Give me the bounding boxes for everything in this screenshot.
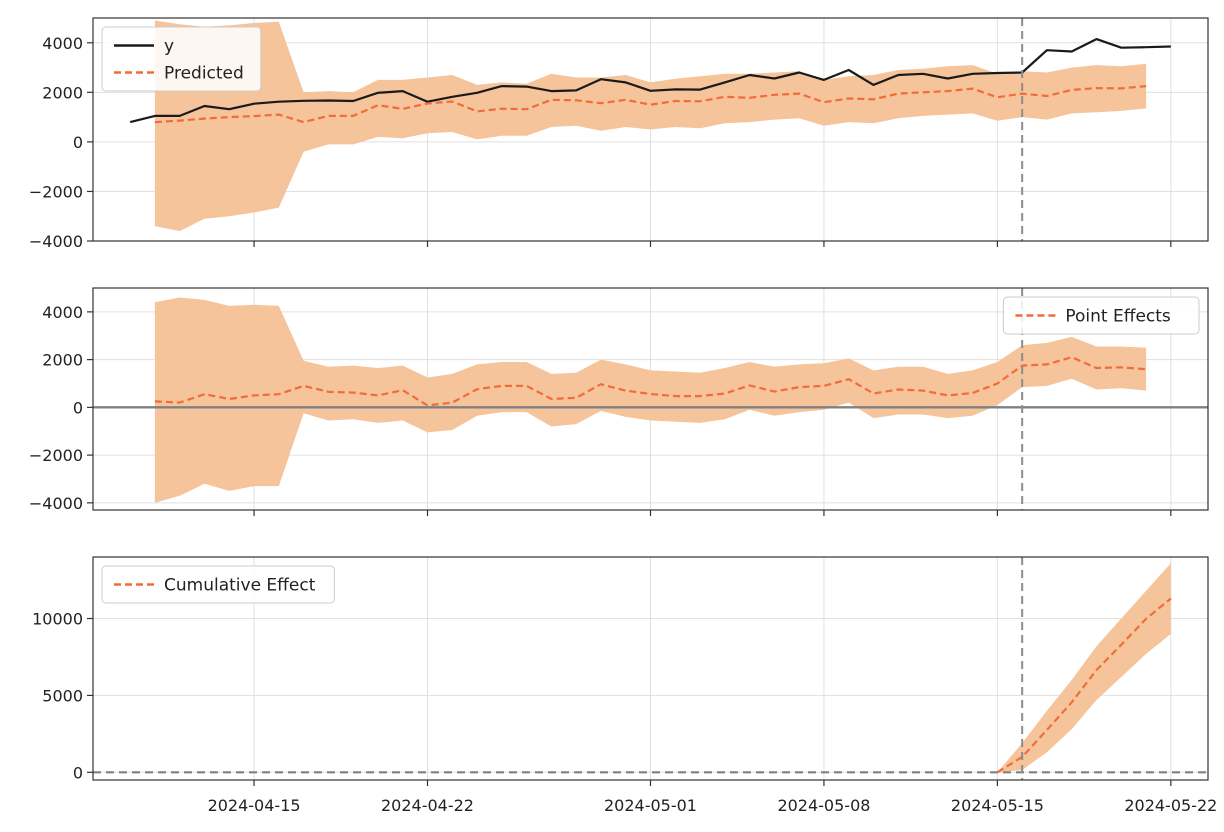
x-tick-label: 2024-05-08 <box>777 796 870 815</box>
series-line-y <box>129 38 1171 124</box>
observed-panel: 4000 2000 0 −2000 −4000 y Predicted <box>29 17 1209 251</box>
series-line-cumulative-effect <box>996 597 1172 774</box>
x-tick-label: 2024-05-01 <box>604 796 697 815</box>
confidence-band <box>154 20 1147 232</box>
x-tick-label: 2024-05-15 <box>951 796 1044 815</box>
y-tick-label: 10000 <box>32 610 83 629</box>
legend-label: Predicted <box>164 64 244 84</box>
y-tick-label: 2000 <box>42 83 83 102</box>
confidence-band <box>154 297 1147 503</box>
legend-label: y <box>164 37 174 57</box>
x-tick-label: 2024-04-22 <box>381 796 474 815</box>
y-tick-label: −4000 <box>29 494 83 513</box>
y-tick-label: 2000 <box>42 351 83 370</box>
series-line-predicted <box>154 85 1147 124</box>
y-tick-label: −4000 <box>29 232 83 251</box>
legend-box <box>101 26 262 92</box>
series-line-point-effects <box>154 356 1147 407</box>
legend: Cumulative Effect <box>101 565 335 604</box>
legend-box <box>101 565 335 604</box>
y-tick-label: 4000 <box>42 34 83 53</box>
y-tick-label: 5000 <box>42 686 83 705</box>
y-tick-label: 0 <box>73 763 83 782</box>
y-tick-label: 0 <box>73 398 83 417</box>
y-tick-label: 4000 <box>42 303 83 322</box>
x-tick-label: 2024-05-22 <box>1124 796 1217 815</box>
legend-label: Cumulative Effect <box>164 576 316 596</box>
y-tick-label: −2000 <box>29 182 83 201</box>
point-effects-panel: 4000 2000 0 −2000 −4000 Point Effects <box>29 287 1209 516</box>
legend-label: Point Effects <box>1065 307 1171 327</box>
legend-box <box>1002 296 1200 335</box>
x-axis-labels: 2024-04-15 2024-04-22 2024-05-01 2024-05-08… <box>208 796 1218 815</box>
legend: Point Effects <box>1002 296 1200 335</box>
y-tick-label: −2000 <box>29 446 83 465</box>
y-tick-label: 0 <box>73 133 83 152</box>
panels: 4000 2000 0 −2000 −4000 y Predicted 4000 2000 0 −2… <box>29 17 1209 786</box>
confidence-band <box>997 563 1171 773</box>
legend: y Predicted <box>101 26 262 92</box>
cumulative-panel: 10000 5000 0 Cumulative Effect <box>32 556 1209 786</box>
x-tick-label: 2024-04-15 <box>208 796 301 815</box>
